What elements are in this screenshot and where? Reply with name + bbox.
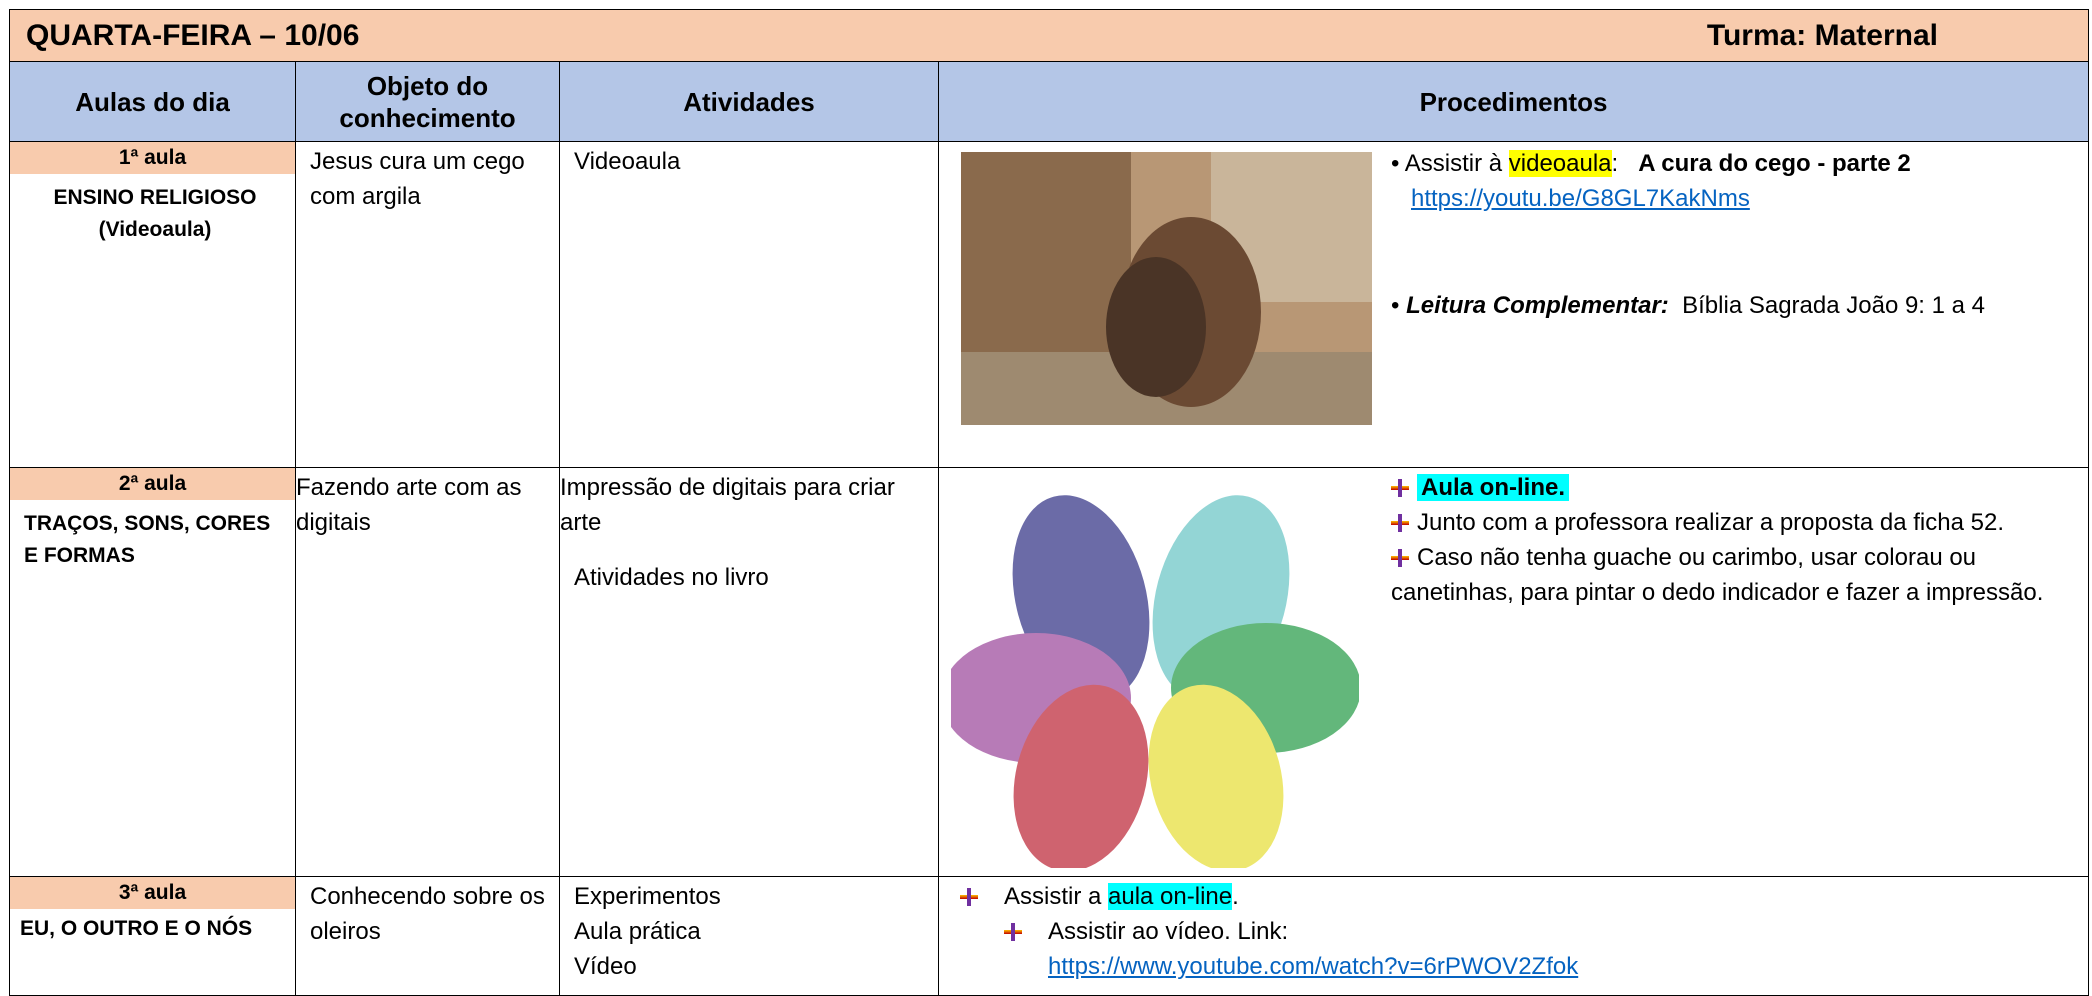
day-title: QUARTA-FEIRA – 10/06 <box>26 19 360 52</box>
activity: Vídeo <box>574 953 637 980</box>
highlight: videoaula <box>1508 150 1612 177</box>
procedure-item: • Leitura Complementar: Bíblia Sagrada J… <box>1391 292 1986 319</box>
procedures-cell: Assistir a aula on-line. Assistir ao víd… <box>938 876 2089 996</box>
link[interactable]: https://youtu.be/G8GL7KakNms <box>1411 185 1750 212</box>
link[interactable]: https://www.youtube.com/watch?v=6rPWOV2Z… <box>1048 953 1579 980</box>
procedures-cell: Aula on-line. Junto com a professora rea… <box>938 467 2089 877</box>
subject: TRAÇOS, SONS, CORES E FORMAS <box>24 512 271 567</box>
text: : <box>1611 150 1639 177</box>
text: Caso não tenha guache ou carimbo, usar c… <box>1391 544 2044 606</box>
column-header: Aulas do dia <box>9 61 296 142</box>
activities-cell: Experimentos Aula prática Vídeo <box>559 876 939 996</box>
activity: Experimentos <box>574 883 721 910</box>
column-header: Objeto do conhecimento <box>295 61 560 142</box>
objective: Jesus cura um cego com argila <box>310 148 525 210</box>
procedure-item: Assistir ao vídeo. Link: https://www.yout… <box>1004 914 1579 984</box>
procedures-cell: • Assistir à videoaula: A cura do cego -… <box>938 141 2089 468</box>
column-header-text: Atividades <box>683 86 815 117</box>
text: Assistir ao vídeo. Link: <box>1048 918 1289 945</box>
objective: Fazendo arte com as digitais <box>296 474 522 536</box>
objective-cell: Jesus cura um cego com argila <box>295 141 560 468</box>
activities-cell: Videoaula <box>559 141 939 468</box>
procedure-item: Assistir a aula on-line. <box>960 879 1239 914</box>
highlight: aula on-line <box>1108 883 1233 910</box>
label: Leitura Complementar: <box>1406 292 1669 319</box>
lesson-cell: 1ª aula ENSINO RELIGIOSO (Videoaula) <box>9 141 296 468</box>
text: Junto com a professora realizar a propos… <box>1417 509 2004 536</box>
column-header-text: Procedimentos <box>1419 86 1608 117</box>
column-header: Procedimentos <box>938 61 2089 142</box>
lesson-cell: 2ª aula TRAÇOS, SONS, CORES E FORMAS <box>9 467 296 877</box>
title-row: QUARTA-FEIRA – 10/06 Turma: Maternal <box>9 9 2089 62</box>
class-group: Turma: Maternal <box>1706 19 1938 52</box>
lesson-cell: 3ª aula EU, O OUTRO E O NÓS <box>9 876 296 996</box>
procedure-item: Junto com a professora realizar a propos… <box>1391 505 2081 540</box>
activity: Videoaula <box>574 148 681 175</box>
activity: Impressão de digitais para criar arte <box>560 474 895 536</box>
video-title: A cura do cego - parte 2 <box>1638 150 1911 177</box>
procedure-item: Caso não tenha guache ou carimbo, usar c… <box>1391 540 2081 610</box>
objective: Conhecendo sobre os oleiros <box>310 883 545 945</box>
procedure-item: • Assistir à videoaula: A cura do cego -… <box>1391 150 1911 212</box>
objective-cell: Fazendo arte com as digitais <box>295 467 560 877</box>
text: Assistir à <box>1404 150 1509 177</box>
lesson-number: 3ª aula <box>10 877 295 909</box>
column-header-text: Aulas do dia <box>75 86 230 117</box>
subject: EU, O OUTRO E O NÓS <box>20 917 253 940</box>
subject: ENSINO RELIGIOSO (Videoaula) <box>53 186 257 241</box>
activity: Aula prática <box>574 918 701 945</box>
lesson-number: 1ª aula <box>10 142 295 174</box>
column-header-text: Objeto do conhecimento <box>339 70 516 133</box>
text: Bíblia Sagrada João 9: 1 a 4 <box>1668 292 1986 319</box>
column-header: Atividades <box>559 61 939 142</box>
image-fingerprints <box>951 495 1359 868</box>
text: Assistir a <box>1004 883 1109 910</box>
activities-cell: Impressão de digitais para criar arte At… <box>559 467 939 877</box>
image-healing <box>961 152 1372 425</box>
procedures-list: Aula on-line. Junto com a professora rea… <box>1391 470 2081 610</box>
highlight: Aula on-line. <box>1417 474 1569 501</box>
activity: Atividades no livro <box>574 564 769 591</box>
objective-cell: Conhecendo sobre os oleiros <box>295 876 560 996</box>
procedure-item: Aula on-line. <box>1391 470 2081 505</box>
lesson-number: 2ª aula <box>10 468 295 500</box>
text: . <box>1232 883 1239 910</box>
